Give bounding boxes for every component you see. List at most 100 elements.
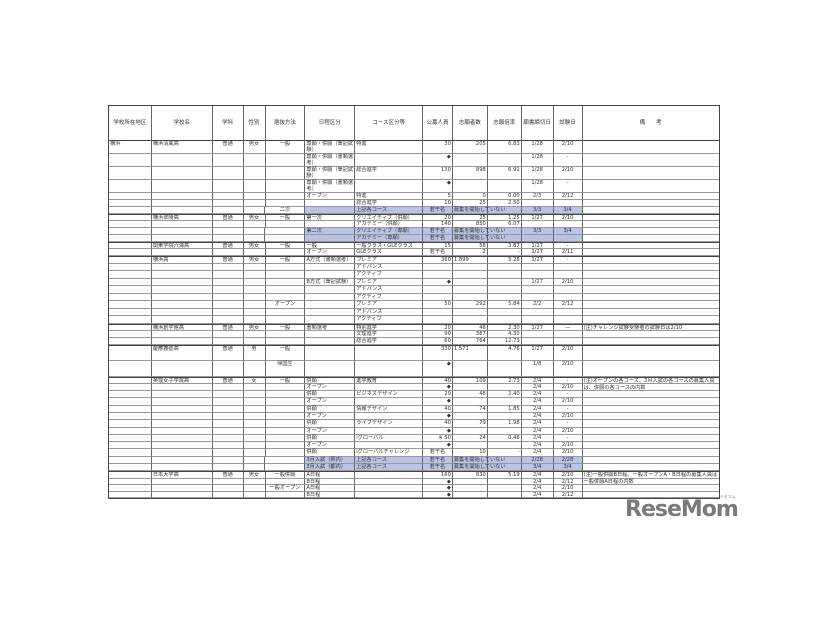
cell-schedule: 第一次 bbox=[305, 215, 356, 221]
cell-selection-method bbox=[265, 286, 306, 294]
table-row: 帰国生 ◆ 1/8 2/10 bbox=[109, 360, 720, 377]
cell-region bbox=[109, 293, 152, 301]
cell-department bbox=[212, 405, 244, 413]
cell-region bbox=[109, 193, 152, 200]
cell-application-deadline: 1/28 bbox=[521, 180, 554, 193]
cell-application-deadline: 3/4 bbox=[521, 464, 554, 472]
cell-course: 上記各コース bbox=[355, 207, 423, 214]
cell-region bbox=[109, 398, 152, 406]
cell-application-deadline: 2/4 bbox=[521, 412, 554, 421]
cell-selection-method: 一般 bbox=[265, 324, 306, 331]
table-row: 英理女子学院高 普通女一般 併願 進学教育 40 109 2.73 2/4- (注)オープンの各… bbox=[109, 376, 720, 391]
cell-ratio bbox=[487, 427, 522, 435]
cell-applicants bbox=[452, 491, 488, 499]
cell-ratio: 2.50 bbox=[487, 200, 522, 207]
cell-region bbox=[109, 456, 152, 465]
cell-gender bbox=[243, 491, 266, 499]
cell-course: アドバンス bbox=[355, 286, 423, 294]
cell-capacity: ◆ bbox=[423, 485, 453, 492]
cell-capacity: ◆ bbox=[423, 360, 453, 377]
cell-selection-method bbox=[265, 456, 306, 465]
cell-schedule bbox=[305, 263, 356, 271]
cell-selection-method: 帰国生 bbox=[265, 360, 306, 377]
cell-ratio: 0.00 bbox=[487, 193, 522, 200]
cell-exam-date: 2/10 bbox=[553, 215, 583, 221]
cell-selection-method: 一般 bbox=[265, 141, 306, 154]
cell-department bbox=[212, 434, 244, 443]
cell-exam-date bbox=[553, 308, 583, 316]
table-row: 3月入試（都内） 上記各コース 若干名 募集を開始していない 3/4 3/4 bbox=[109, 464, 720, 472]
cell-region bbox=[109, 167, 152, 180]
cell-applicants: 募集を開始していない bbox=[452, 464, 506, 472]
cell-schedule: 併願 bbox=[305, 391, 356, 399]
cell-applicants bbox=[452, 478, 488, 486]
cell-application-deadline: 3/3 bbox=[521, 207, 554, 214]
cell-ratio: - bbox=[487, 249, 522, 256]
cell-capacity: 330 bbox=[423, 345, 453, 361]
cell-department bbox=[212, 478, 244, 486]
cell-gender: 男女 bbox=[243, 257, 266, 264]
cell-selection-method bbox=[265, 154, 306, 167]
table-row: 3月入試（県内） 上記各コース 若干名 募集を開始していない 2/28 2/28 bbox=[109, 456, 720, 465]
cell-application-deadline: 1/27 bbox=[521, 215, 554, 221]
cell-capacity bbox=[423, 308, 453, 316]
cell-exam-date: 2/12 bbox=[553, 301, 583, 309]
cell-region bbox=[109, 316, 152, 324]
cell-capacity: 若干名 bbox=[423, 249, 453, 256]
cell-region bbox=[109, 434, 152, 443]
cell-course: プレミア bbox=[355, 278, 423, 286]
cell-department bbox=[212, 167, 244, 180]
cell-gender bbox=[243, 301, 266, 309]
table-row: 総合進学 60 764 12.73 bbox=[109, 337, 720, 345]
cell-schedule: 併願 bbox=[305, 449, 356, 457]
cell-school-name bbox=[151, 249, 213, 256]
cell-course bbox=[355, 442, 423, 450]
cell-schedule bbox=[305, 200, 356, 207]
cell-remarks bbox=[582, 420, 720, 428]
cell-course bbox=[355, 491, 423, 499]
cell-application-deadline: 1/27 bbox=[521, 257, 554, 264]
cell-ratio bbox=[487, 456, 522, 465]
cell-application-deadline: 2/3 bbox=[521, 193, 554, 200]
cell-capacity: ※ 50 bbox=[423, 434, 453, 443]
cell-gender bbox=[243, 330, 266, 338]
cell-schedule: 併願 bbox=[305, 420, 356, 428]
cell-remarks bbox=[582, 442, 720, 450]
cell-exam-date: 2/11 bbox=[553, 249, 583, 256]
cell-course: アドバンス bbox=[355, 308, 423, 316]
table-row: 関東学院六浦高 普通 男女 一般 一般 一般クラス・GLEクラス 15 58 3.87 1/27- bbox=[109, 242, 720, 249]
cell-region bbox=[109, 420, 152, 428]
cell-department bbox=[212, 316, 244, 324]
cell-region bbox=[109, 278, 152, 286]
cell-capacity: ◆ bbox=[423, 398, 453, 406]
header-course: コース区分等 bbox=[355, 106, 423, 141]
cell-department bbox=[212, 221, 244, 228]
cell-applicants bbox=[452, 383, 488, 392]
cell-exam-date: - bbox=[553, 420, 583, 428]
cell-selection-method bbox=[265, 316, 306, 324]
cell-schedule: 併願 bbox=[305, 434, 356, 443]
cell-remarks bbox=[582, 271, 720, 279]
table-header: 学校所在地区 学校名 学科 性別 選抜方法 日程区分 コース区分等 公募人員 志願者数 志願倍率願… bbox=[109, 106, 720, 141]
cell-gender bbox=[243, 308, 266, 316]
cell-selection-method bbox=[265, 180, 306, 193]
table-row: 慶應義塾高 普通男一般 330 1,571 4.76 1/27 2/10 bbox=[109, 344, 720, 361]
cell-applicants: 24 bbox=[452, 434, 488, 443]
cell-department bbox=[212, 293, 244, 301]
cell-selection-method bbox=[265, 293, 306, 301]
cell-schedule bbox=[305, 316, 356, 324]
cell-selection-method: 一般 bbox=[265, 345, 306, 361]
cell-department bbox=[212, 207, 244, 214]
cell-school-name bbox=[151, 207, 213, 214]
cell-course: アカデミー（併願） bbox=[355, 221, 423, 228]
cell-gender bbox=[243, 391, 266, 399]
cell-exam-date bbox=[553, 271, 583, 279]
cell-school-name: 関東学院六浦高 bbox=[151, 243, 213, 249]
cell-school-name bbox=[151, 221, 213, 228]
cell-applicants bbox=[452, 271, 488, 279]
cell-capacity bbox=[423, 263, 453, 271]
cell-remarks bbox=[582, 492, 720, 499]
cell-region bbox=[109, 491, 152, 499]
cell-schedule: 専願・併願（筆記試験） bbox=[305, 167, 356, 180]
cell-applicants bbox=[452, 316, 488, 324]
